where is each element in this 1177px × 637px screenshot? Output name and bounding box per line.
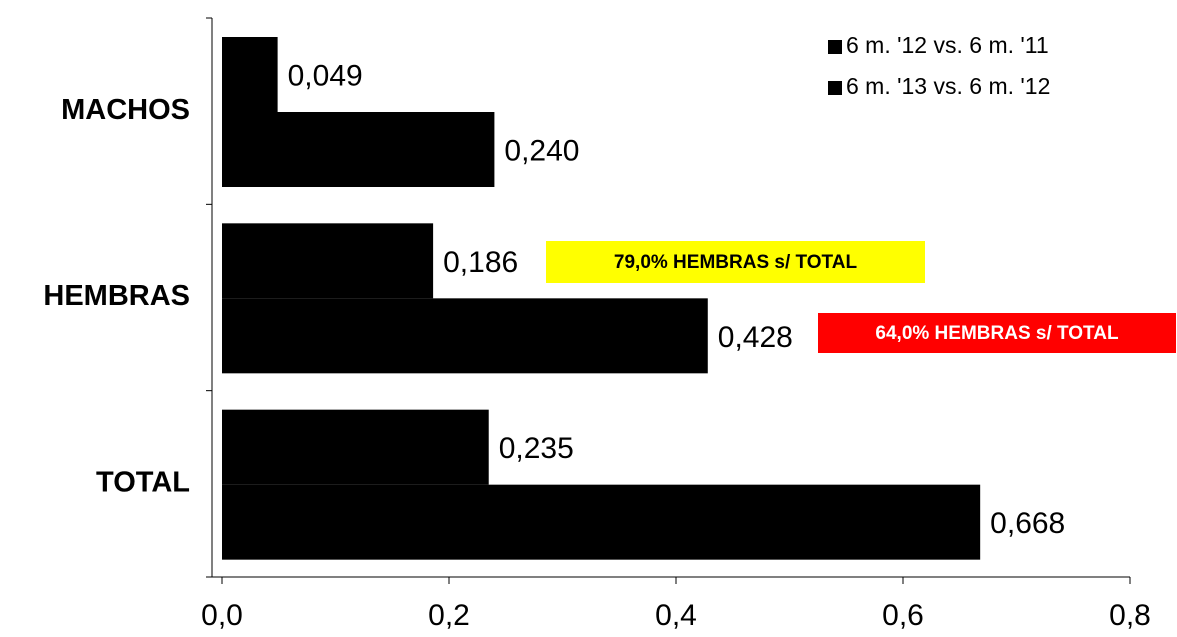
bar bbox=[222, 112, 495, 187]
x-tick-label: 0,6 bbox=[882, 599, 924, 632]
value-label: 0,235 bbox=[499, 432, 574, 465]
value-label: 0,668 bbox=[990, 507, 1065, 540]
legend-label: 6 m. '12 vs. 6 m. '11 bbox=[846, 32, 1049, 58]
legend-label: 6 m. '13 vs. 6 m. '12 bbox=[846, 73, 1050, 99]
legend-swatch bbox=[828, 40, 842, 54]
y-tick-label: TOTAL bbox=[96, 466, 190, 498]
value-label: 0,240 bbox=[504, 134, 579, 167]
annotation-box bbox=[818, 313, 1176, 353]
annotation-text: 79,0% HEMBRAS s/ TOTAL bbox=[614, 252, 858, 273]
x-tick-label: 0,8 bbox=[1109, 599, 1151, 632]
value-label: 0,428 bbox=[718, 321, 793, 354]
value-label: 0,186 bbox=[443, 246, 518, 279]
y-tick-label: MACHOS bbox=[61, 94, 190, 126]
annotation-text: 64,0% HEMBRAS s/ TOTAL bbox=[875, 323, 1119, 344]
bar bbox=[222, 484, 981, 560]
y-tick-label: HEMBRAS bbox=[43, 280, 190, 312]
bar bbox=[222, 298, 708, 374]
bar bbox=[222, 37, 278, 112]
legend-swatch bbox=[828, 81, 842, 95]
annotation-box bbox=[546, 241, 925, 283]
x-tick-label: 0,0 bbox=[201, 599, 243, 632]
x-tick-label: 0,4 bbox=[655, 599, 697, 632]
value-label: 0,049 bbox=[288, 59, 363, 92]
bar bbox=[222, 409, 489, 485]
bar bbox=[222, 223, 434, 299]
x-tick-label: 0,2 bbox=[428, 599, 470, 632]
